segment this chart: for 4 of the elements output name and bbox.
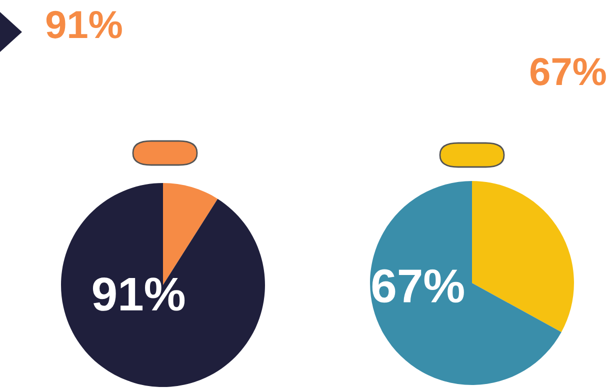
text: 67%	[530, 58, 606, 86]
data-label: 67%	[372, 269, 464, 303]
text: 91%	[46, 10, 122, 38]
data-label: 91%	[92, 277, 185, 311]
